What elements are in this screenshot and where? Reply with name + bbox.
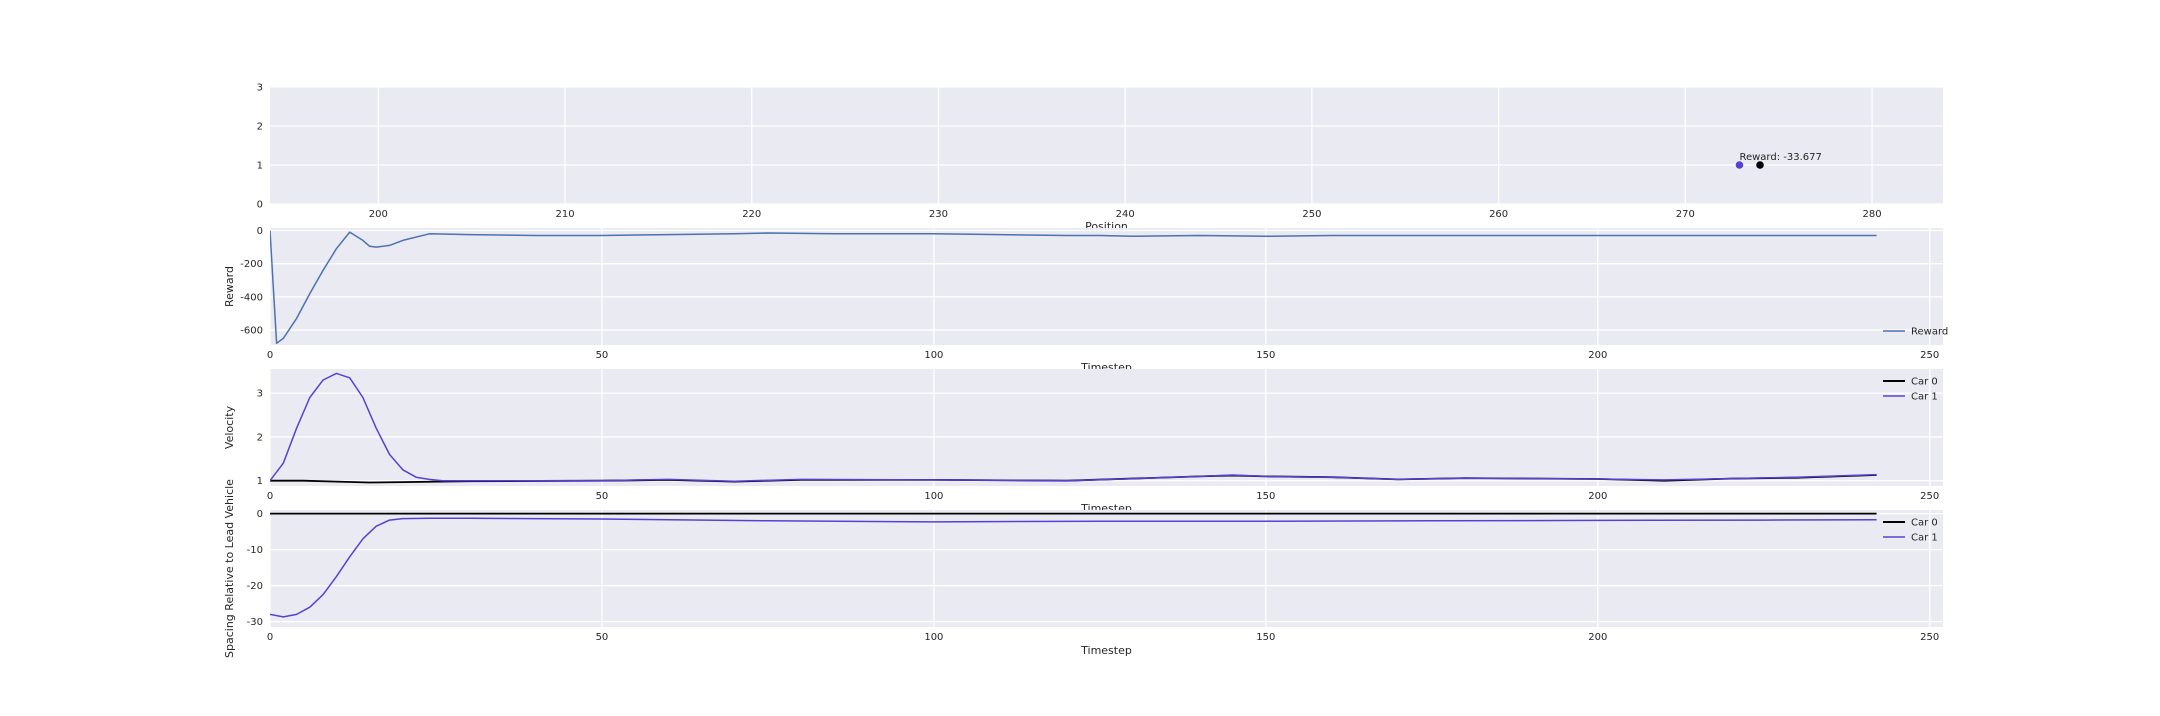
x-tick-label: 50	[596, 491, 609, 502]
y-tick-label: 0	[257, 200, 263, 211]
y-tick-label: -30	[247, 617, 263, 628]
x-tick-label: 210	[555, 209, 574, 220]
x-tick-label: 280	[1863, 209, 1882, 220]
y-axis-label: Reward	[223, 266, 236, 307]
series-group	[270, 372, 1877, 484]
position-panel: 200 210 220 230 240 250 260 270 2800123PositionR…	[257, 83, 1943, 233]
legend-label: Car 1	[1911, 392, 1938, 403]
x-tick-label: 100	[924, 491, 943, 502]
y-axis-label: Spacing Relative to Lead Vehicle	[223, 479, 236, 658]
y-tick-label: 1	[257, 476, 263, 487]
plot-area	[270, 510, 1943, 627]
series-group	[270, 512, 1877, 618]
x-tick-label: 250	[1920, 491, 1939, 502]
y-tick-label: -200	[240, 259, 263, 270]
x-tick-label: 200	[1588, 350, 1607, 361]
x-tick-label: 200	[369, 209, 388, 220]
x-tick-label: 220	[742, 209, 761, 220]
y-tick-label: 3	[257, 83, 263, 94]
x-tick-label: 0	[267, 491, 273, 502]
legend-label: Car 0	[1911, 377, 1938, 388]
x-tick-label: 200	[1588, 491, 1607, 502]
x-tick-label: 250	[1302, 209, 1321, 220]
x-axis-label: Timestep	[1080, 644, 1132, 657]
y-tick-label: 2	[257, 432, 263, 443]
y-axis-label: Velocity	[223, 405, 236, 449]
x-tick-label: 100	[924, 350, 943, 361]
y-tick-label: 0	[257, 226, 263, 237]
y-tick-label: -20	[247, 581, 263, 592]
legend-label: Car 1	[1911, 533, 1938, 544]
x-tick-label: 50	[596, 350, 609, 361]
legend-label: Reward	[1911, 327, 1948, 338]
x-tick-label: 230	[929, 209, 948, 220]
y-tick-label: 2	[257, 122, 263, 133]
y-tick-label: 1	[257, 161, 263, 172]
x-tick-label: 0	[267, 350, 273, 361]
x-tick-label: 200	[1588, 632, 1607, 643]
plot-area	[270, 87, 1943, 204]
x-tick-label: 0	[267, 632, 273, 643]
scatter-point	[1756, 161, 1764, 169]
car-1-line	[270, 372, 1877, 482]
x-tick-label: 270	[1676, 209, 1695, 220]
x-tick-label: 150	[1256, 491, 1275, 502]
x-tick-label: 150	[1256, 350, 1275, 361]
spacing-panel: 0 50 100 150 200 2500-10-20-30TimestepSpacing…	[223, 479, 1943, 658]
x-tick-label: 100	[924, 632, 943, 643]
y-tick-label: 3	[257, 389, 263, 400]
legend-label: Car 0	[1911, 518, 1938, 529]
series-group	[270, 230, 1877, 345]
series-group	[1735, 161, 1764, 169]
x-tick-label: 150	[1256, 632, 1275, 643]
x-tick-label: 260	[1489, 209, 1508, 220]
y-tick-label: -10	[247, 545, 263, 556]
scatter-point	[1735, 161, 1744, 169]
reward-annotation: Reward: -33.677	[1739, 152, 1821, 163]
plot-area	[270, 369, 1943, 486]
reward-panel: 0 50 100 150 200 2500-200-400-600TimestepRewa…	[223, 226, 1948, 374]
y-tick-label: -600	[240, 326, 263, 337]
y-tick-label: -400	[240, 292, 263, 303]
x-tick-label: 50	[596, 632, 609, 643]
x-tick-label: 250	[1920, 632, 1939, 643]
x-tick-label: 240	[1116, 209, 1135, 220]
car-1-line	[270, 517, 1877, 618]
y-tick-label: 0	[257, 509, 263, 520]
plot-area	[270, 228, 1943, 345]
reward-line	[270, 230, 1877, 345]
x-tick-label: 250	[1920, 350, 1939, 361]
